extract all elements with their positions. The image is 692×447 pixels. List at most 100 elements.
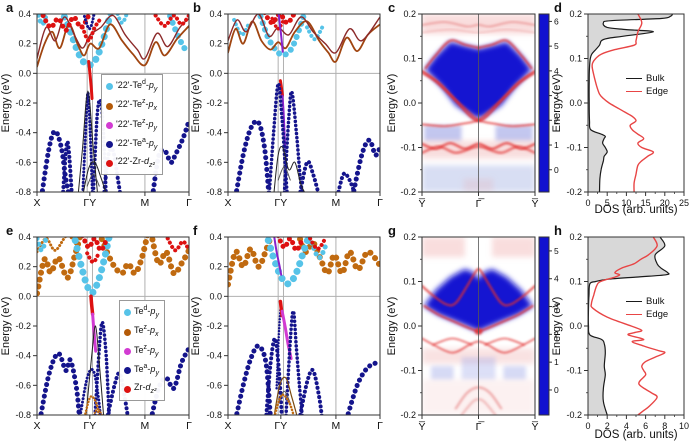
y-tick-label: -0.6 xyxy=(15,157,31,167)
panel-label-c: c xyxy=(388,0,396,15)
colorbar-tick-label: 5 xyxy=(554,246,559,256)
k-point-label: M xyxy=(141,420,150,432)
x-tick-label: 2 xyxy=(605,421,610,431)
y-tick-label: -0.4 xyxy=(206,128,222,138)
panel-label-d: d xyxy=(554,0,562,15)
panel-label-g: g xyxy=(388,223,396,238)
legend-marker-dot xyxy=(124,328,131,336)
legend-item: '22'-Tea-py xyxy=(106,135,157,154)
y-tick-label: 0.2 xyxy=(18,39,31,49)
y-tick-label: -0.4 xyxy=(15,351,31,361)
x-tick-label: 10 xyxy=(621,198,631,208)
y-tick-label: 0.0 xyxy=(18,291,31,301)
colorbar-tick-label: 1 xyxy=(554,357,559,367)
x-axis-label-h: DOS (arb. units) xyxy=(594,429,678,441)
y-axis-label-a: Energy (eV) xyxy=(0,73,12,133)
y-axis-label-g: Energy (eV) xyxy=(386,296,398,356)
y-axis-label-h: Energy (eV) xyxy=(551,296,563,356)
panel-label-a: a xyxy=(6,0,14,15)
k-point-label: Γ xyxy=(377,197,383,209)
dos-plot-h: 0.2 0.1 0.0 -0.1 -0.20 2 4 6 8 10 xyxy=(566,232,689,431)
y-tick-label: -0.6 xyxy=(206,157,222,167)
y-tick-label: -0.2 xyxy=(566,410,582,420)
y-tick-label: 0.2 xyxy=(569,232,582,242)
bands-f xyxy=(228,237,380,415)
y-tick-label: 0.1 xyxy=(403,277,416,287)
y-tick-label: 0.2 xyxy=(209,39,222,49)
edge-line-swatch xyxy=(626,314,642,315)
legend-item: '22'-Tez-px xyxy=(106,96,157,115)
k-point-label: M xyxy=(332,420,341,432)
k-point-label: X xyxy=(224,197,231,209)
y-tick-label: 0.1 xyxy=(569,54,582,64)
colorbar-tick-label: 3 xyxy=(554,91,559,101)
panel-label-h: h xyxy=(554,223,562,238)
y-tick-label: -0.1 xyxy=(400,366,416,376)
legend-marker-dot xyxy=(106,83,113,91)
k-point-label: ΓY xyxy=(274,420,287,432)
colorbar-c: 0 1 2 3 4 5 6 xyxy=(538,13,559,193)
panel-label-b: b xyxy=(193,0,201,15)
k-point-label: Γ̅ xyxy=(476,421,486,433)
spectral-heatmap-c: 0.20.10.0-0.1-0.2Y̅ Γ̅ Y̅ xyxy=(400,9,538,210)
legend-item-bulk: Bulk xyxy=(626,72,668,85)
y-tick-label: 0.0 xyxy=(209,291,222,301)
y-tick-label: 0.0 xyxy=(18,68,31,78)
legend-item-edge: Edge xyxy=(626,85,668,98)
k-point-label: Y̅ xyxy=(418,198,426,210)
y-axis-label-d: Energy (eV) xyxy=(551,73,563,133)
k-point-label: Γ xyxy=(377,420,383,432)
k-point-label: ΓY xyxy=(83,420,96,432)
y-tick-label: -0.8 xyxy=(206,187,222,197)
colorbar-g: 0 1 2 3 4 5 xyxy=(538,236,559,416)
y-axis-label-f: Energy (eV) xyxy=(190,296,202,356)
legend-marker-dot xyxy=(124,385,131,393)
band-structure-f: 0.4 0.2 0.0 -0.2 -0.4 -0.6 -0.8X ΓY M Γ xyxy=(206,232,383,432)
y-axis-label-c: Energy (eV) xyxy=(386,73,398,133)
legend-item: Ted-py xyxy=(124,303,159,322)
x-tick-label: 0 xyxy=(585,198,590,208)
k-point-label: Y̅ xyxy=(531,421,539,433)
colorbar-tick-label: 4 xyxy=(554,66,559,76)
x-tick-label: 10 xyxy=(679,421,689,431)
y-tick-label: -0.4 xyxy=(15,128,31,138)
legend-label: Tez-py xyxy=(134,343,159,358)
legend-item-bulk: Bulk xyxy=(626,295,668,308)
legend-label: '22'-Tez-px xyxy=(116,98,157,113)
orbital-legend-a: '22'-Ted-py '22'-Tez-px '22'-Tez-py '22'-Te… xyxy=(101,74,164,175)
x-tick-label: 0 xyxy=(585,421,590,431)
y-tick-label: -0.2 xyxy=(566,187,582,197)
y-tick-label: -0.2 xyxy=(15,98,31,108)
k-point-label: M xyxy=(141,197,150,209)
band-structure-e: 0.4 0.2 0.0 -0.2 -0.4 -0.6 -0.8X ΓY M Γ xyxy=(15,232,192,432)
k-point-label: Γ xyxy=(186,197,192,209)
dos-curves-h xyxy=(588,237,670,415)
legend-item: '22'-Tez-py xyxy=(106,116,157,135)
legend-label-bulk: Bulk xyxy=(646,296,665,307)
colorbar-tick-label: 1 xyxy=(554,140,559,150)
legend-label-edge: Edge xyxy=(646,86,669,97)
x-tick-label: 6 xyxy=(643,421,648,431)
panel-label-f: f xyxy=(193,223,198,238)
y-tick-label: -0.6 xyxy=(15,380,31,390)
legend-item: '22'-Zr-dz² xyxy=(106,155,157,172)
y-tick-label: 0.0 xyxy=(209,68,222,78)
legend-marker-dot xyxy=(106,159,113,167)
k-point-label: X xyxy=(33,420,40,432)
legend-marker-dot xyxy=(124,347,131,355)
k-point-label: Γ xyxy=(186,420,192,432)
y-tick-label: -0.2 xyxy=(15,321,31,331)
y-tick-label: 0.2 xyxy=(403,9,416,19)
y-tick-label: 0.4 xyxy=(209,232,222,242)
y-tick-label: -0.1 xyxy=(566,143,582,153)
k-point-label: X xyxy=(224,420,231,432)
y-tick-label: 0.0 xyxy=(403,321,416,331)
legend-label: Zr-dz² xyxy=(134,381,157,395)
x-tick-label: 4 xyxy=(624,421,629,431)
legend-marker-dot xyxy=(124,309,131,317)
k-point-label: ΓY xyxy=(83,197,96,209)
bands-b xyxy=(228,14,380,192)
y-tick-label: 0.2 xyxy=(209,262,222,272)
